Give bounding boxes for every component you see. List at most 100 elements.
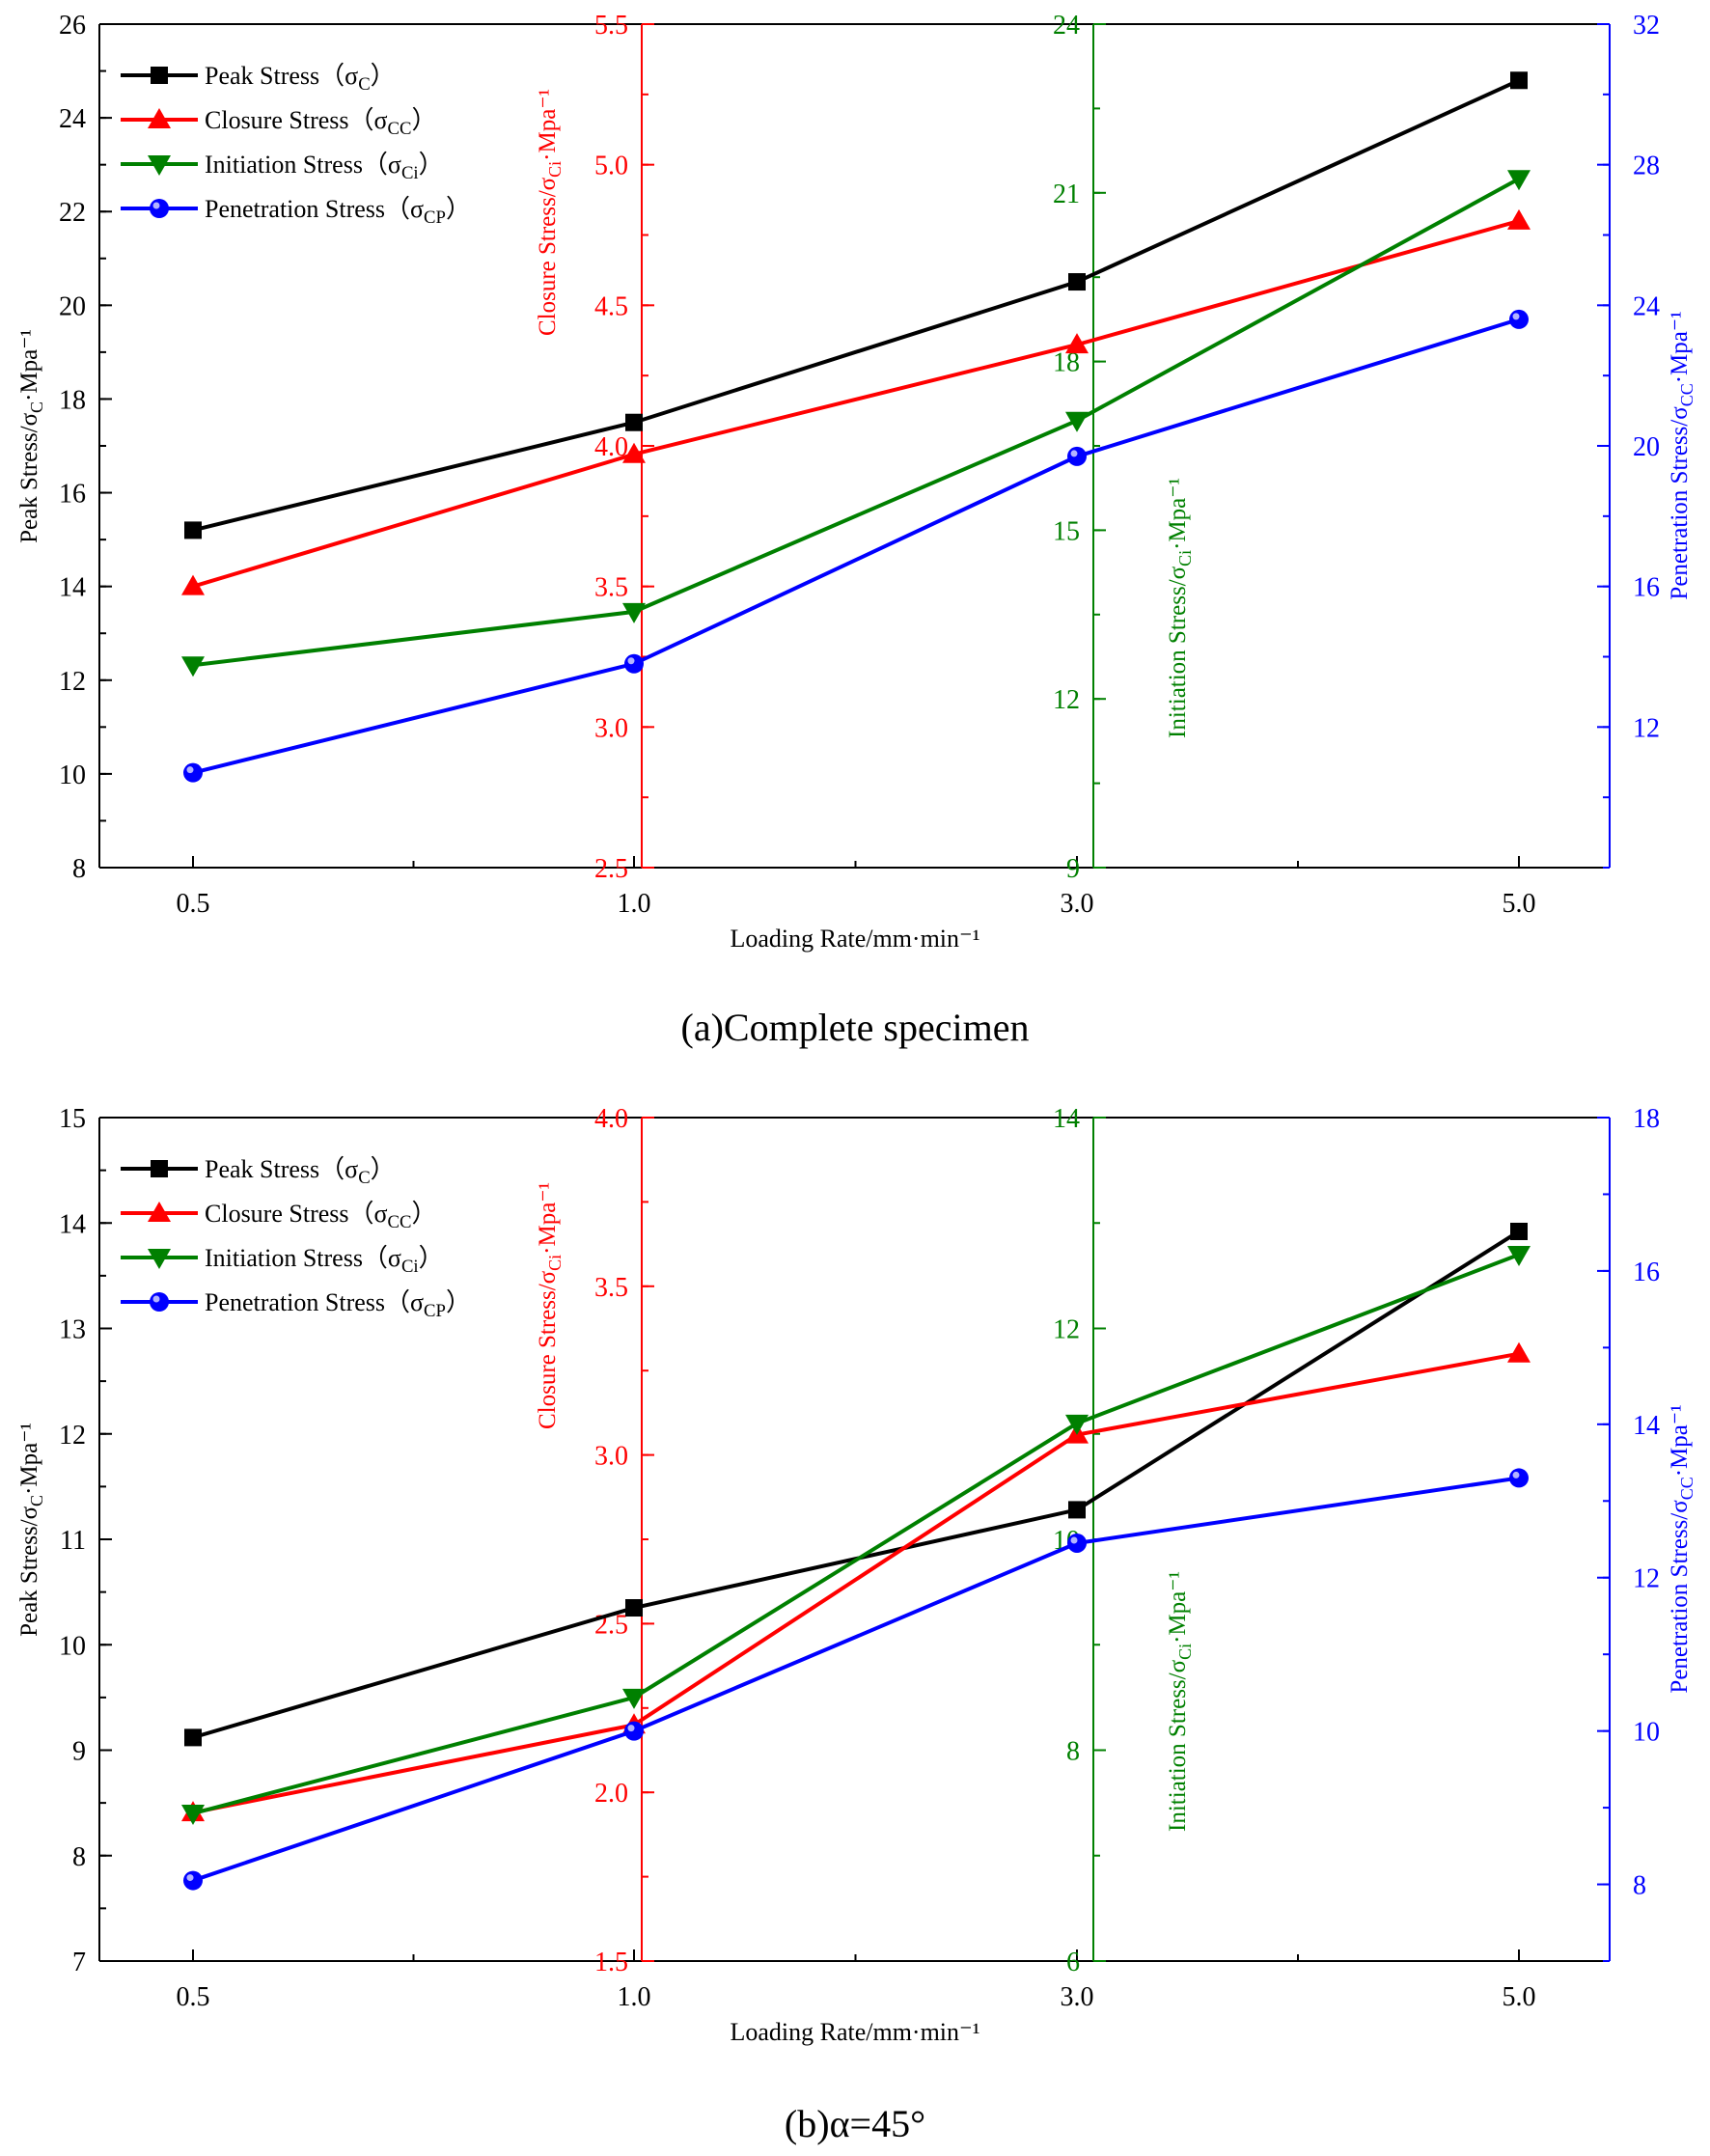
- legend-marker-penetration: [150, 199, 169, 218]
- x-tick-label: 0.5: [177, 1982, 210, 2012]
- closure-data-point: [181, 574, 205, 595]
- closure-y-tick-label: 3.0: [594, 713, 628, 743]
- initiation-y-tick-label: 6: [1066, 1948, 1080, 1977]
- legend-marker-initiation: [148, 155, 171, 176]
- peak-y-tick-label: 24: [59, 104, 86, 134]
- peak-y-tick-label: 7: [72, 1948, 86, 1977]
- initiation-y-tick-label: 15: [1053, 516, 1080, 546]
- peak-data-point: [1510, 1222, 1528, 1240]
- peak-data-point: [1068, 273, 1086, 291]
- closure-data-point: [622, 442, 646, 463]
- penetration-data-point-highlight: [1512, 1471, 1520, 1479]
- penetration-series-line: [192, 1476, 1520, 1883]
- x-tick-label: 1.0: [618, 1982, 651, 2012]
- penetration-y-tick-label: 10: [1633, 1718, 1660, 1748]
- initiation-axis-title: Initiation Stress/σCi·Mpa⁻¹: [1165, 478, 1195, 738]
- legend-label-peak: Peak Stress（σC）: [205, 62, 396, 95]
- legend-marker-initiation: [148, 1249, 171, 1269]
- initiation-y-tick-label: 14: [1053, 1104, 1080, 1134]
- peak-series-line: [192, 78, 1520, 533]
- x-tick-label: 5.0: [1503, 1982, 1536, 2012]
- peak-y-tick-label: 11: [60, 1526, 86, 1556]
- penetration-axis-title: Penetration Stress/σCC·Mpa⁻¹: [1667, 311, 1696, 599]
- peak-y-tick-label: 8: [72, 854, 86, 884]
- legend-marker-peak: [151, 1160, 168, 1177]
- peak-y-tick-label: 10: [59, 760, 86, 790]
- closure-data-point: [1065, 333, 1089, 354]
- penetration-data-point: [1509, 309, 1529, 329]
- penetration-data-point: [1067, 1533, 1087, 1553]
- closure-y-tick-label: 5.0: [594, 152, 628, 181]
- peak-y-tick-label: 20: [59, 291, 86, 321]
- penetration-y-tick-label: 32: [1633, 11, 1660, 41]
- penetration-y-tick-label: 16: [1633, 1258, 1660, 1287]
- peak-data-point: [184, 1728, 202, 1747]
- closure-y-tick-label: 2.0: [594, 1779, 628, 1809]
- initiation-data-point: [1065, 1414, 1089, 1435]
- closure-y-tick-label: 3.0: [594, 1442, 628, 1472]
- peak-y-tick-label: 14: [59, 1209, 86, 1239]
- peak-axis-title: Peak Stress/σC·Mpa⁻¹: [16, 329, 46, 543]
- penetration-y-tick-label: 16: [1633, 573, 1660, 603]
- penetration-data-point-highlight: [627, 1725, 635, 1732]
- penetration-y-tick-label: 28: [1633, 152, 1660, 181]
- penetration-data-point-highlight: [1070, 450, 1078, 457]
- penetration-y-tick-label: 8: [1633, 1871, 1646, 1901]
- legend-label-closure: Closure Stress（σCC）: [205, 1200, 437, 1232]
- closure-series-line: [192, 1351, 1520, 1815]
- peak-data-point: [184, 521, 202, 539]
- initiation-series-line: [192, 177, 1520, 668]
- legend-label-peak: Peak Stress（σC）: [205, 1155, 396, 1188]
- peak-y-tick-label: 9: [72, 1737, 86, 1767]
- caption-a: (a)Complete specimen: [681, 1006, 1030, 1049]
- x-axis-label: Loading Rate/mm·min⁻¹: [730, 2018, 979, 2046]
- penetration-y-tick-label: 24: [1633, 291, 1660, 321]
- penetration-series-line: [192, 317, 1520, 775]
- initiation-data-point: [1507, 1246, 1531, 1267]
- peak-data-point: [1510, 71, 1528, 90]
- x-tick-label: 5.0: [1503, 889, 1536, 919]
- peak-y-tick-label: 12: [59, 1421, 86, 1451]
- initiation-axis-title: Initiation Stress/σCi·Mpa⁻¹: [1165, 1571, 1195, 1832]
- peak-y-tick-label: 18: [59, 385, 86, 415]
- closure-series-line: [192, 219, 1520, 589]
- closure-y-tick-label: 3.5: [594, 1273, 628, 1303]
- legend-marker-closure: [148, 1202, 171, 1222]
- legend-label-penetration: Penetration Stress（σCP）: [205, 1288, 471, 1321]
- penetration-data-point: [624, 653, 644, 674]
- closure-data-point: [1507, 208, 1531, 230]
- legend-marker-closure: [148, 108, 171, 128]
- penetration-data-point-highlight: [1512, 313, 1520, 320]
- penetration-y-tick-label: 14: [1633, 1411, 1660, 1441]
- initiation-data-point: [1507, 170, 1531, 191]
- penetration-axis-title: Penetration Stress/σCC·Mpa⁻¹: [1667, 1404, 1696, 1693]
- peak-data-point: [625, 1599, 643, 1617]
- peak-y-tick-label: 13: [59, 1315, 86, 1345]
- x-tick-label: 1.0: [618, 889, 651, 919]
- penetration-data-point-highlight: [186, 766, 194, 774]
- initiation-y-tick-label: 9: [1066, 854, 1080, 884]
- initiation-series-line: [192, 1253, 1520, 1815]
- initiation-y-tick-label: 21: [1053, 180, 1080, 209]
- closure-axis-title: Closure Stress/σCi·Mpa⁻¹: [535, 89, 565, 336]
- legend-marker-penetration-highlight: [152, 1295, 160, 1303]
- closure-axis-title: Closure Stress/σCi·Mpa⁻¹: [535, 1182, 565, 1429]
- penetration-y-tick-label: 12: [1633, 1564, 1660, 1594]
- chart-panel-a: 0.5 1.0 3.0 5.0 Loading Rate/mm·min⁻¹ 8 10 12 14…: [16, 11, 1696, 953]
- penetration-data-point-highlight: [1070, 1536, 1078, 1544]
- closure-y-tick-label: 1.5: [594, 1948, 628, 1977]
- peak-y-tick-label: 26: [59, 11, 86, 41]
- initiation-data-point: [181, 1805, 205, 1826]
- x-tick-label: 3.0: [1061, 889, 1094, 919]
- penetration-data-point: [1509, 1468, 1529, 1488]
- legend-marker-peak: [151, 67, 168, 84]
- closure-y-tick-label: 4.5: [594, 291, 628, 321]
- x-tick-label: 0.5: [177, 889, 210, 919]
- penetration-y-tick-label: 12: [1633, 713, 1660, 743]
- x-tick-label: 3.0: [1061, 1982, 1094, 2012]
- closure-y-tick-label: 5.5: [594, 11, 628, 41]
- initiation-data-point: [181, 656, 205, 677]
- peak-y-tick-label: 14: [59, 573, 86, 603]
